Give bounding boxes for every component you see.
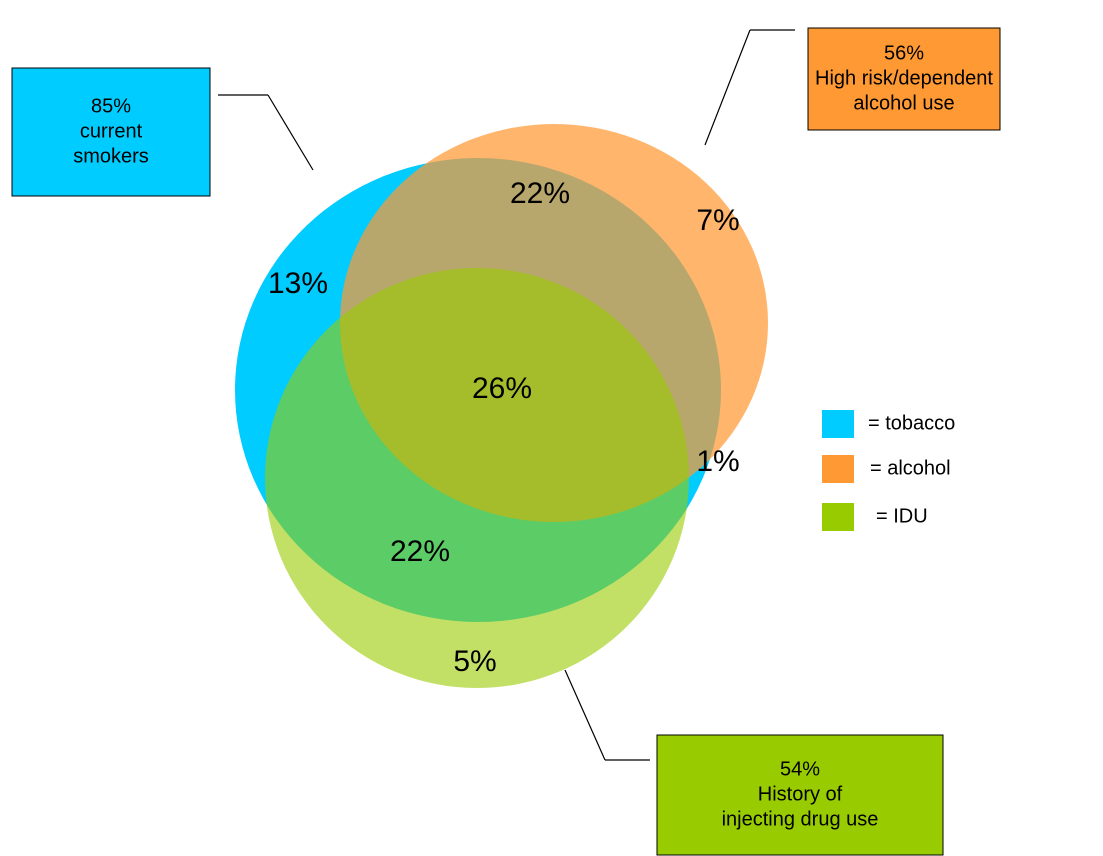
legend-label: = IDU [876, 505, 928, 527]
legend-label: = alcohol [870, 457, 951, 479]
leader-line [564, 669, 606, 761]
callout-text: injecting drug use [722, 808, 879, 830]
leader-line [704, 29, 751, 146]
callout-box [807, 27, 1001, 131]
region-label: 26% [472, 372, 532, 405]
callout-text: 56% [884, 42, 924, 64]
region-label: 22% [510, 177, 570, 210]
callout-box [656, 734, 944, 856]
region-label: 13% [268, 267, 328, 300]
leader-line [267, 94, 314, 171]
callout-text: High risk/dependent [815, 67, 993, 89]
callout-text: 54% [780, 758, 820, 780]
legend-label: = tobacco [868, 412, 955, 434]
region-label: 1% [696, 445, 739, 478]
callout-text: current [80, 120, 143, 142]
callout-text: alcohol use [853, 92, 954, 114]
legend-swatch [822, 410, 854, 438]
region-label: 5% [453, 645, 496, 678]
callout-box [11, 67, 211, 197]
region-label: 7% [696, 204, 739, 237]
legend-swatch [822, 503, 854, 531]
set-ellipse [265, 268, 689, 688]
region-label: 22% [390, 535, 450, 568]
callout-text: 85% [91, 95, 131, 117]
callout-text: smokers [73, 145, 149, 167]
callout-text: History of [758, 783, 843, 805]
legend-swatch [822, 455, 854, 483]
